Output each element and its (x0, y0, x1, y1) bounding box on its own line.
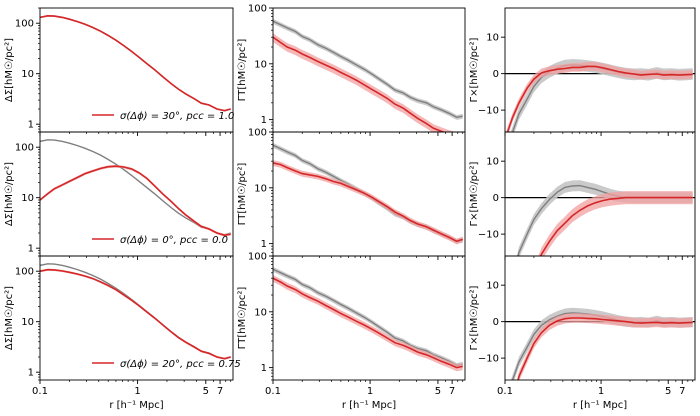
y-tick-label: 10 (254, 59, 267, 70)
series-line-model (40, 268, 231, 360)
y-tick-label: 10 (486, 281, 499, 292)
y-axis-label: ΔΣ[hM☉/pc²] (4, 286, 15, 350)
x-axis-label: r [h⁻¹ Mpc] (342, 400, 396, 411)
panel-r3-c2 (273, 266, 463, 372)
x-tick-label: 0.1 (32, 386, 48, 397)
y-tick-label: 100 (15, 267, 34, 278)
y-axis-label: ΓT[hM☉/pc²] (237, 163, 248, 226)
error-band-model (538, 191, 693, 256)
y-axis-label: Γ×[hM☉/pc²] (469, 161, 480, 226)
series-line-model (40, 14, 231, 112)
x-tick-label: 1 (367, 386, 373, 397)
x-tick-label: 5 (665, 386, 671, 397)
panel-r1-c3 (505, 59, 695, 132)
y-tick-label: 1 (28, 368, 34, 379)
series-line-model (273, 36, 446, 132)
error-band-model (516, 313, 693, 380)
panel-r1-c1 (40, 14, 231, 112)
panel-r3-c1 (40, 263, 231, 360)
error-band-reference (273, 18, 463, 120)
y-tick-label: −10 (478, 106, 499, 117)
legend-label: σ(Δϕ) = 20°, pcc = 0.75 (120, 359, 241, 370)
y-tick-label: 10 (254, 307, 267, 318)
y-axis-label: Γ×[hM☉/pc²] (469, 285, 480, 350)
series-line-model (40, 165, 231, 237)
error-band-model (40, 268, 231, 360)
y-tick-label: 1 (261, 115, 267, 126)
panel-frame (272, 255, 466, 381)
y-tick-label: 0 (493, 193, 499, 204)
y-tick-label: 10 (21, 317, 34, 328)
x-tick-label: 7 (217, 386, 223, 397)
x-tick-label: 5 (435, 386, 441, 397)
series-line-model (539, 196, 693, 256)
error-band-model (40, 15, 231, 112)
panel-r2-c1 (40, 139, 231, 237)
error-band-reference (273, 266, 463, 368)
series-line-reference (40, 139, 231, 236)
y-tick-label: 1 (28, 120, 34, 131)
y-tick-label: 10 (21, 69, 34, 80)
y-tick-label: 100 (248, 252, 267, 263)
y-tick-label: 1 (28, 244, 34, 255)
panel-r2-c2 (273, 142, 463, 245)
x-tick-label: 5 (203, 386, 209, 397)
x-tick-label: 0.1 (265, 386, 281, 397)
series-line-reference (40, 263, 231, 360)
panel-r3-c3 (505, 307, 695, 380)
y-axis-label: ΓT[hM☉/pc²] (237, 39, 248, 102)
y-tick-label: 10 (21, 193, 34, 204)
y-tick-label: 1 (261, 239, 267, 250)
x-tick-label: 7 (449, 386, 455, 397)
error-band-model (273, 275, 463, 372)
panel-r1-c2 (273, 18, 463, 132)
y-tick-label: 1 (261, 363, 267, 374)
x-axis-label: r [h⁻¹ Mpc] (109, 400, 163, 411)
y-axis-label: ΔΣ[hM☉/pc²] (4, 38, 15, 102)
y-axis-label: ΔΣ[hM☉/pc²] (4, 162, 15, 226)
series-line-reference (40, 15, 231, 112)
x-tick-label: 0.1 (497, 386, 513, 397)
y-axis-label: ΓT[hM☉/pc²] (237, 287, 248, 350)
series-line-model (517, 317, 693, 380)
x-axis-label: r [h⁻¹ Mpc] (573, 400, 627, 411)
panel-frame (504, 255, 696, 381)
x-tick-label: 1 (598, 386, 604, 397)
y-tick-label: 100 (248, 128, 267, 139)
legend-label: σ(Δϕ) = 30°, pcc = 1.0 (120, 111, 234, 122)
y-tick-label: 0 (493, 69, 499, 80)
y-tick-label: 100 (15, 143, 34, 154)
legend-label: σ(Δϕ) = 0°, pcc = 0.0 (120, 235, 228, 246)
series-line-model (273, 162, 463, 243)
y-tick-label: −10 (478, 230, 499, 241)
y-tick-label: 100 (15, 19, 34, 30)
y-tick-label: 0 (493, 317, 499, 328)
y-tick-label: 100 (248, 4, 267, 15)
panel-frame (39, 255, 234, 381)
series-line-model (506, 65, 693, 132)
series-line-reference (273, 20, 463, 119)
y-tick-label: −10 (478, 354, 499, 365)
panel-r2-c3 (505, 180, 695, 256)
x-tick-label: 1 (134, 386, 140, 397)
y-tick-label: 10 (254, 183, 267, 194)
series-line-model (273, 277, 463, 369)
x-tick-label: 7 (679, 386, 685, 397)
y-axis-label: Γ×[hM☉/pc²] (469, 37, 480, 102)
error-band-model (273, 33, 456, 132)
y-tick-label: 10 (486, 157, 499, 168)
y-tick-label: 10 (486, 33, 499, 44)
